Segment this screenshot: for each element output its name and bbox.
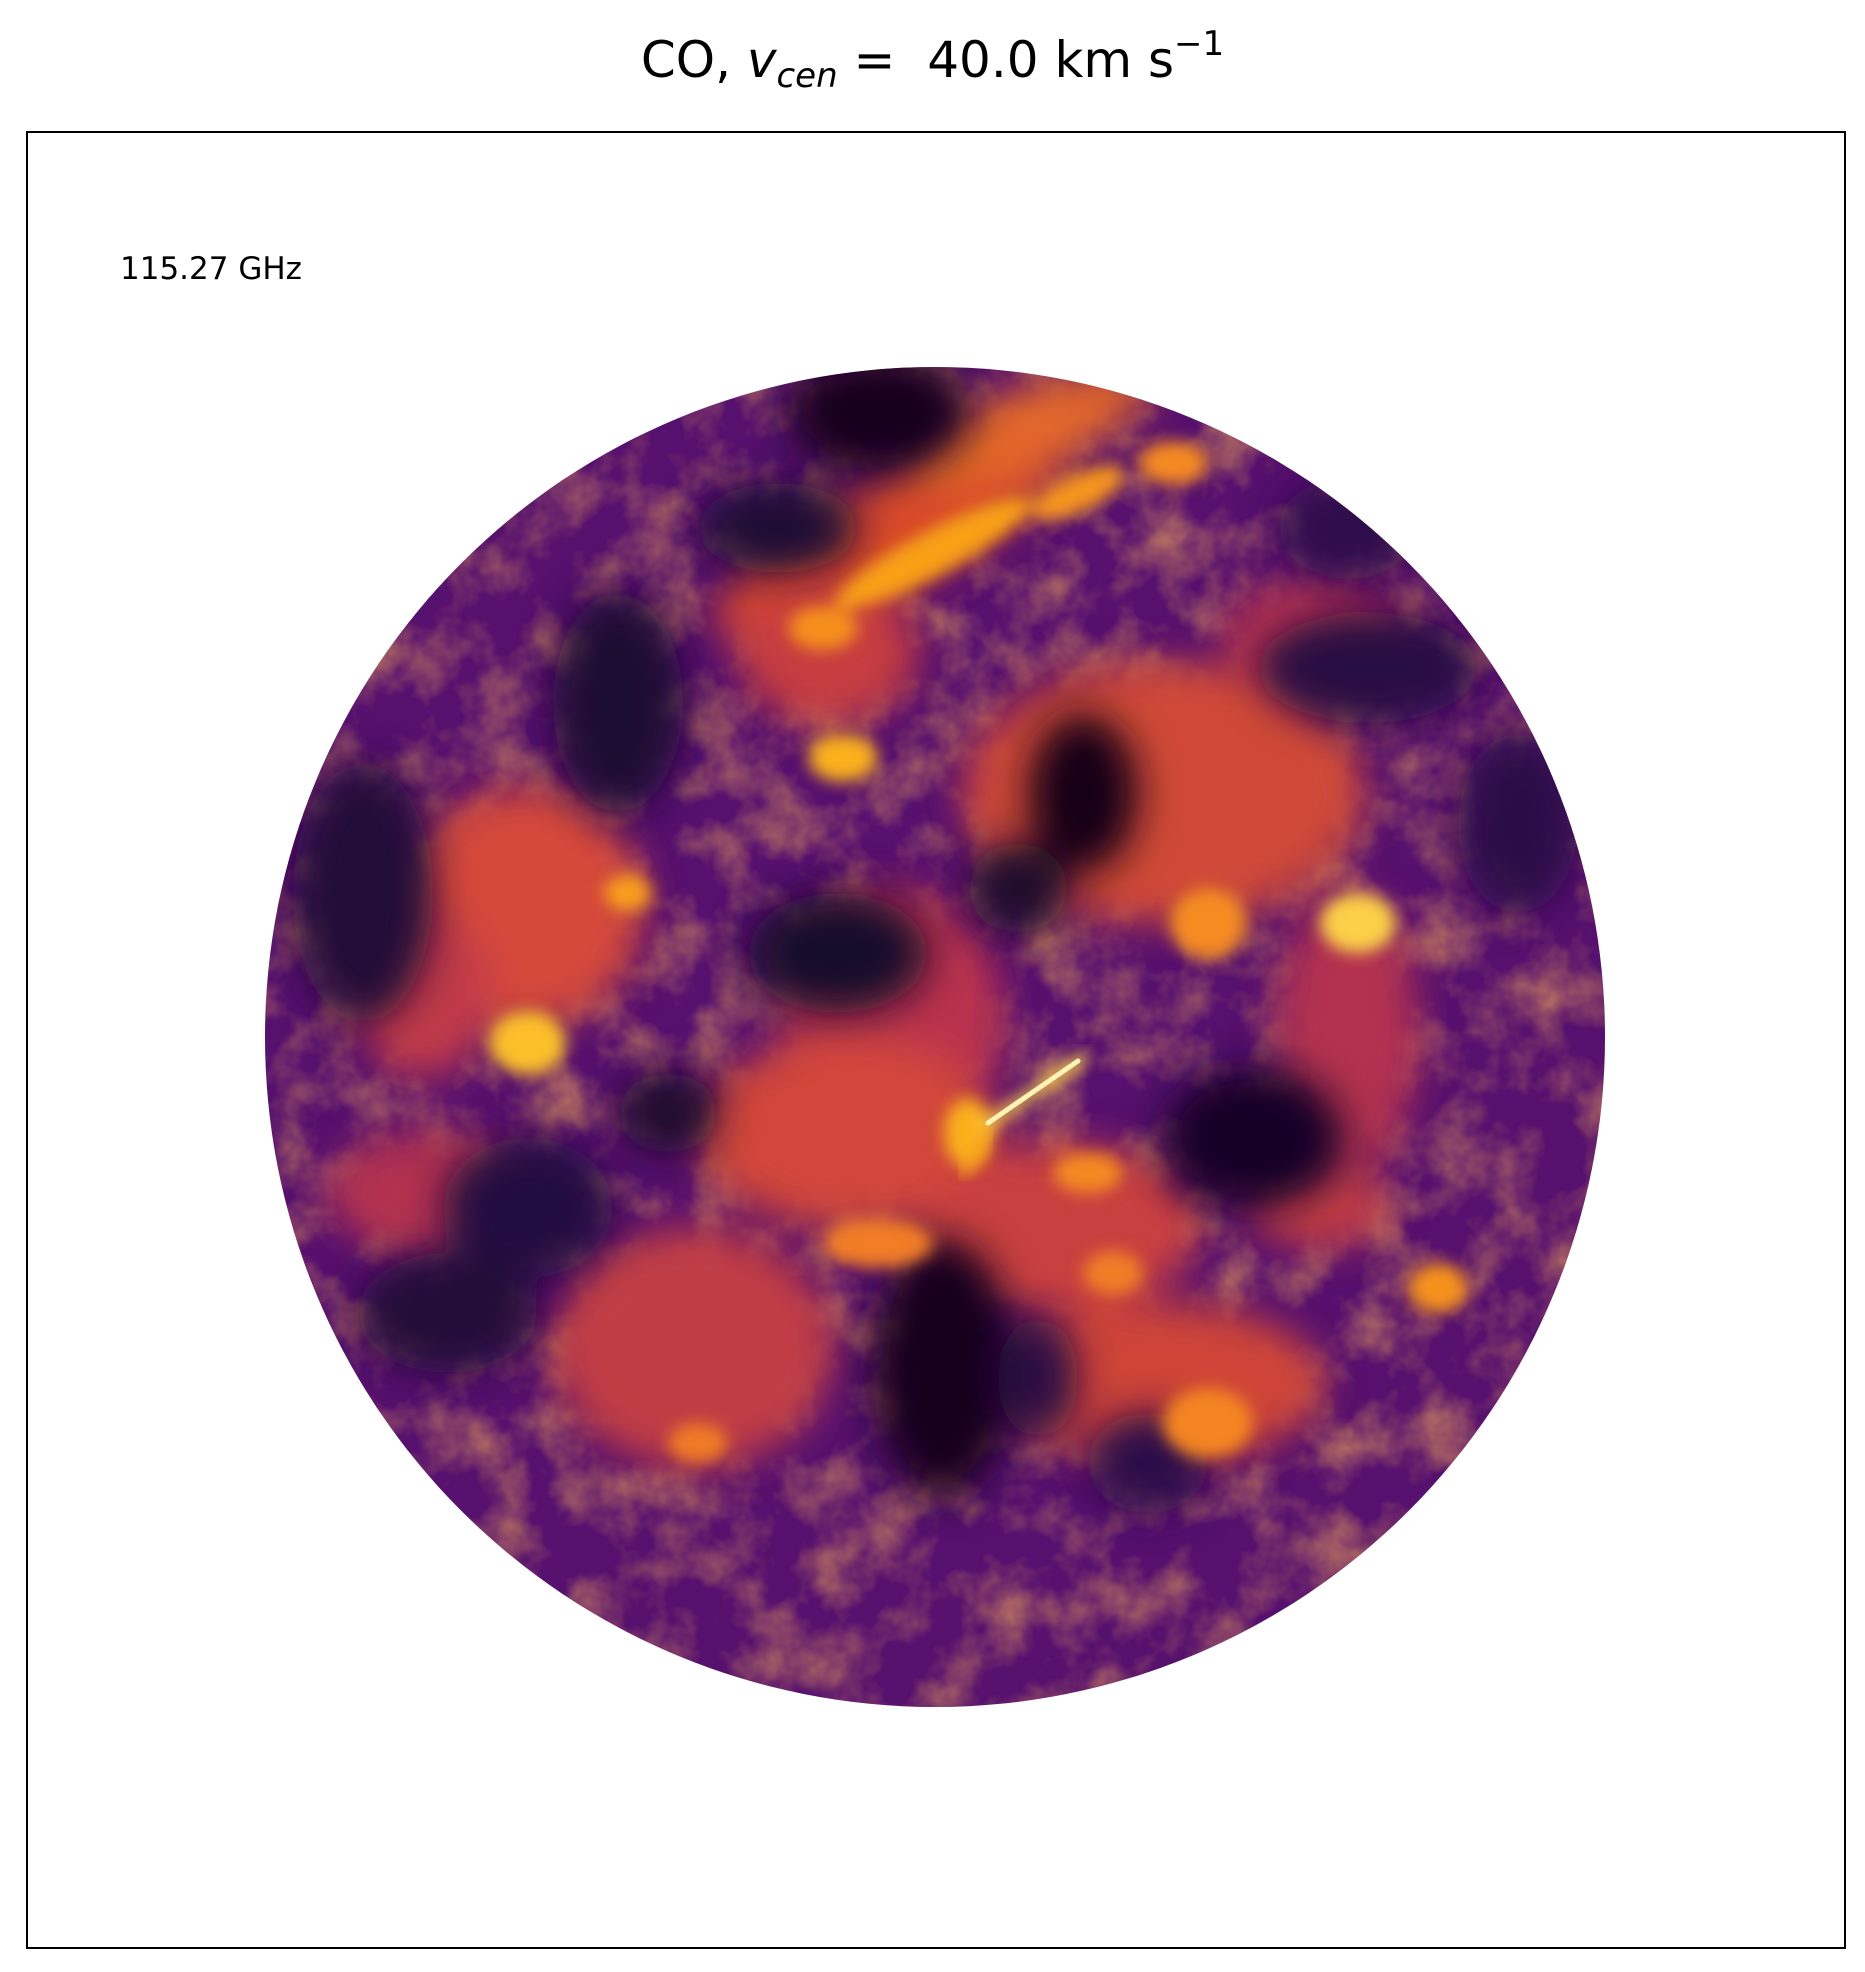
title-species: CO, <box>640 31 747 89</box>
central-filament <box>958 1052 1089 1178</box>
title-velocity-symbol: v <box>746 31 777 89</box>
title-velocity-subscript: cen <box>776 56 838 96</box>
intensity-map <box>265 367 1605 1707</box>
title-velocity-value: = 40.0 km s <box>837 31 1175 89</box>
frequency-label: 115.27 GHz <box>120 251 302 287</box>
hot-spots <box>490 441 1468 1463</box>
map-frame: 115.27 GHz <box>26 131 1846 1949</box>
emission-disk <box>265 367 1605 1707</box>
figure-title: CO, vcen = 40.0 km s−1 <box>0 20 1865 100</box>
title-unit-exponent: −1 <box>1174 24 1225 64</box>
dark-voids <box>293 367 1578 1513</box>
bright-emission-regions <box>328 369 1418 1468</box>
